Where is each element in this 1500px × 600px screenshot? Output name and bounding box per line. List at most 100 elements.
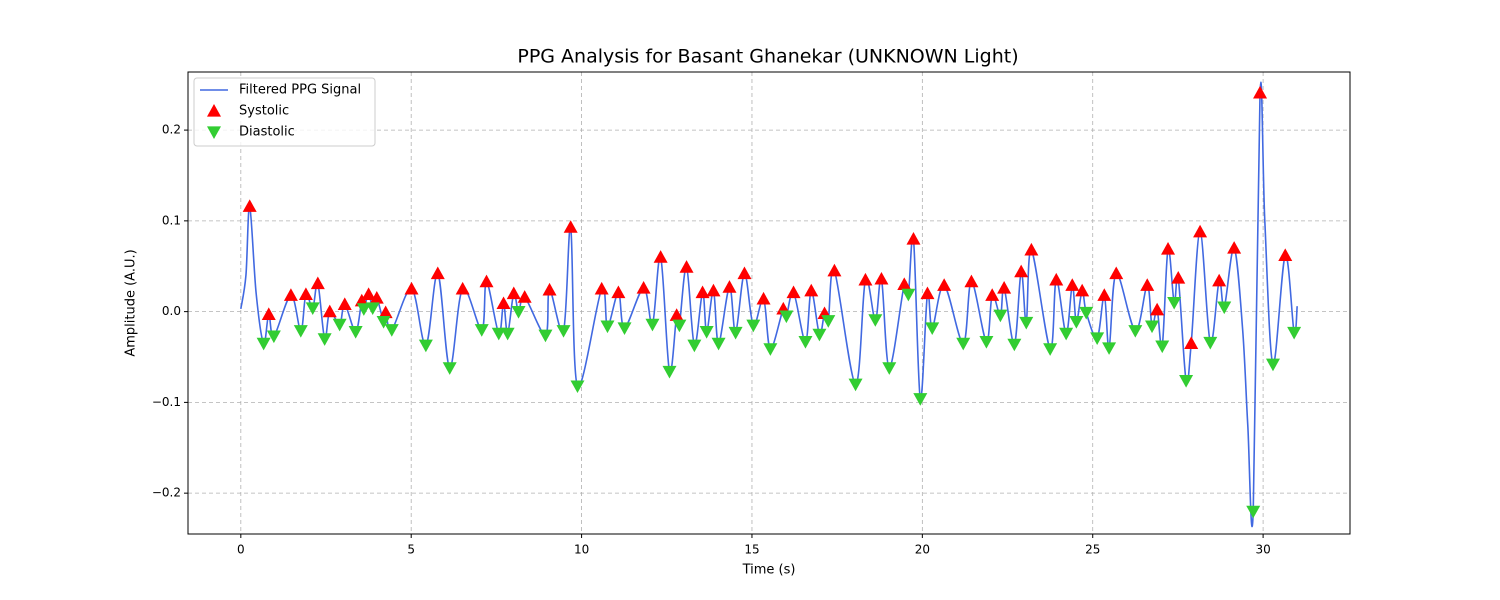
systolic-marker bbox=[786, 285, 801, 299]
diastolic-marker bbox=[956, 337, 971, 351]
diastolic-marker bbox=[868, 314, 883, 327]
systolic-marker bbox=[964, 274, 979, 288]
systolic-marker bbox=[354, 293, 369, 307]
systolic-marker bbox=[706, 283, 721, 297]
diastolic-marker bbox=[993, 309, 1008, 323]
systolic-marker bbox=[496, 296, 511, 310]
diastolic-marker bbox=[645, 318, 660, 332]
diastolic-marker bbox=[1043, 343, 1058, 356]
diastolic-marker bbox=[925, 322, 940, 335]
diastolic-marker bbox=[1059, 327, 1074, 341]
systolic-marker bbox=[1049, 272, 1064, 286]
x-tick-label: 30 bbox=[1255, 543, 1270, 557]
systolic-marker bbox=[737, 266, 752, 280]
diastolic-marker bbox=[812, 328, 827, 342]
diastolic-marker bbox=[1102, 342, 1117, 355]
systolic-marker bbox=[611, 285, 626, 299]
systolic-marker bbox=[804, 283, 819, 297]
diastolic-marker bbox=[699, 325, 714, 339]
systolic-marker bbox=[378, 305, 393, 319]
systolic-marker bbox=[1075, 283, 1090, 297]
legend-label: Systolic bbox=[239, 104, 289, 119]
systolic-marker bbox=[542, 282, 557, 296]
systolic-marker bbox=[242, 199, 257, 212]
diastolic-marker bbox=[1155, 340, 1170, 354]
diastolic-marker bbox=[376, 316, 391, 329]
legend-label: Diastolic bbox=[239, 125, 295, 140]
diastolic-marker bbox=[901, 288, 916, 302]
systolic-marker bbox=[669, 308, 684, 321]
diastolic-marker bbox=[538, 329, 553, 343]
diastolic-marker bbox=[600, 320, 615, 334]
diastolic-marker bbox=[293, 325, 308, 338]
systolic-marker bbox=[361, 287, 376, 300]
diastolic-marker bbox=[848, 378, 863, 392]
systolic-marker bbox=[298, 287, 313, 300]
systolic-marker bbox=[430, 266, 445, 280]
diastolic-marker bbox=[662, 365, 677, 379]
diastolic-marker bbox=[1265, 358, 1280, 372]
diastolic-marker bbox=[356, 303, 371, 316]
legend-label: Filtered PPG Signal bbox=[239, 83, 361, 98]
diastolic-marker bbox=[1079, 306, 1094, 320]
legend-marker bbox=[207, 126, 221, 139]
systolic-marker bbox=[322, 304, 337, 318]
diastolic-marker bbox=[711, 337, 726, 351]
diastolic-marker bbox=[365, 302, 380, 315]
diastolic-marker bbox=[779, 310, 794, 324]
y-tick-label: 0.1 bbox=[162, 213, 181, 227]
systolic-marker bbox=[874, 271, 889, 285]
x-tick-label: 20 bbox=[915, 543, 930, 557]
systolic-marker bbox=[455, 281, 470, 295]
y-axis-label: Amplitude (A.U.) bbox=[124, 249, 139, 356]
systolic-marker bbox=[479, 274, 494, 288]
diastolic-marker bbox=[384, 324, 399, 337]
diastolic-marker bbox=[882, 362, 897, 375]
systolic-marker bbox=[920, 286, 935, 300]
systolic-marker bbox=[517, 290, 532, 303]
systolic-marker bbox=[261, 307, 276, 320]
diastolic-marker bbox=[617, 322, 632, 335]
diastolic-marker bbox=[672, 319, 687, 333]
systolic-marker bbox=[1109, 266, 1124, 280]
diastolic-marker bbox=[821, 315, 836, 328]
diastolic-marker bbox=[1203, 336, 1218, 350]
diastolic-marker bbox=[728, 326, 743, 340]
systolic-marker bbox=[369, 291, 384, 304]
systolic-marker bbox=[679, 260, 694, 273]
systolic-marker bbox=[1227, 241, 1242, 254]
systolic-marker bbox=[1212, 273, 1227, 287]
systolic-marker bbox=[636, 281, 651, 294]
legend-box bbox=[193, 77, 376, 147]
diastolic-marker bbox=[1069, 316, 1084, 329]
x-tick-label: 0 bbox=[237, 543, 245, 557]
systolic-marker bbox=[1171, 271, 1186, 284]
systolic-marker bbox=[695, 285, 710, 299]
x-tick-label: 5 bbox=[407, 543, 415, 557]
chart-title: PPG Analysis for Basant Ghanekar (UNKNOW… bbox=[517, 46, 1018, 68]
y-tick-label: −0.1 bbox=[152, 395, 181, 409]
systolic-marker bbox=[594, 281, 609, 295]
diastolic-marker bbox=[256, 337, 271, 351]
systolic-marker bbox=[1193, 224, 1208, 238]
systolic-marker bbox=[653, 250, 668, 263]
diastolic-marker bbox=[746, 319, 761, 333]
diastolic-marker bbox=[1128, 325, 1143, 338]
x-tick-label: 15 bbox=[744, 543, 759, 557]
systolic-marker bbox=[1024, 242, 1039, 256]
diastolic-marker bbox=[913, 393, 928, 406]
diastolic-marker bbox=[1217, 301, 1232, 315]
x-tick-label: 25 bbox=[1085, 543, 1100, 557]
diastolic-marker bbox=[317, 333, 332, 346]
systolic-marker bbox=[506, 286, 521, 300]
systolic-marker bbox=[997, 281, 1012, 294]
systolic-marker bbox=[1184, 336, 1199, 349]
diastolic-marker bbox=[305, 302, 320, 315]
systolic-marker bbox=[1097, 288, 1112, 301]
systolic-marker bbox=[1253, 85, 1268, 99]
diastolic-marker bbox=[474, 324, 489, 337]
diastolic-marker bbox=[332, 318, 347, 332]
diastolic-marker bbox=[979, 335, 994, 349]
